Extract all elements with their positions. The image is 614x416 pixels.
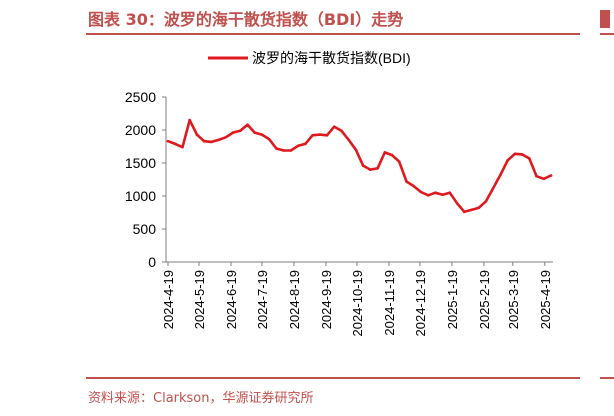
data-point: [397, 160, 401, 163]
x-tick-label: 2024-5-19: [192, 270, 207, 329]
data-point: [506, 159, 509, 162]
source-note: 资料来源：Clarkson，华源证券研究所: [88, 391, 314, 406]
x-tick-label: 2024-11-19: [382, 270, 397, 336]
y-tick-label: 2000: [125, 122, 156, 138]
data-point: [311, 133, 314, 137]
source-divider: [86, 377, 580, 379]
data-point: [513, 152, 517, 156]
x-axis: 2024-4-19 2024-5-19 2024-6-19 2024-7-19 2024…: [161, 261, 553, 337]
figure-title: 图表 30：波罗的海干散货指数（BDI）走势: [88, 10, 404, 29]
x-tick-label: 2024-6-19: [224, 270, 239, 329]
data-point: [441, 193, 444, 196]
adjacent-figure-divider: [600, 33, 614, 35]
data-point: [210, 140, 213, 144]
data-point: [347, 138, 350, 142]
y-tick-label: 2500: [125, 89, 156, 105]
data-point: [542, 177, 546, 181]
data-point: [412, 184, 415, 188]
data-point: [462, 210, 466, 214]
y-tick-label: 1500: [125, 155, 156, 171]
series-line-bdi: [166, 118, 553, 214]
data-point: [238, 129, 242, 132]
data-point: [231, 131, 235, 134]
data-point: [528, 157, 531, 160]
data-point: [304, 142, 307, 146]
data-point: [282, 149, 285, 152]
data-point: [434, 191, 437, 194]
bdi-line-chart: 波罗的海干散货指数(BDI) 0 500 1000 1500 2000 2500 2024…: [125, 50, 553, 337]
x-tick-label: 2024-4-19: [161, 270, 176, 329]
data-point: [289, 149, 293, 152]
data-point: [202, 139, 206, 143]
data-point: [332, 125, 336, 128]
data-point: [470, 208, 473, 212]
data-point: [419, 190, 423, 194]
data-point: [340, 129, 343, 132]
data-point: [477, 206, 481, 210]
data-point: [354, 148, 358, 152]
x-tick-label: 2025-1-19: [445, 270, 460, 329]
data-point: [499, 173, 502, 177]
y-tick-label: 500: [133, 221, 157, 237]
data-point: [405, 180, 408, 183]
data-point: [181, 145, 184, 149]
adjacent-source-divider: [600, 377, 614, 379]
data-point: [253, 131, 257, 134]
adjacent-figure-edge-mark: [600, 10, 610, 28]
x-tick-label: 2025-3-19: [506, 270, 521, 329]
data-point: [246, 123, 249, 127]
data-point: [549, 174, 553, 177]
data-point: [455, 201, 459, 205]
y-tick-label: 0: [148, 254, 156, 270]
data-point: [448, 191, 452, 194]
y-axis: 0 500 1000 1500 2000 2500: [125, 89, 167, 270]
data-point: [484, 199, 488, 203]
data-point: [390, 153, 394, 157]
data-point: [173, 142, 177, 146]
data-point: [195, 133, 199, 136]
data-point: [260, 133, 264, 136]
data-point: [224, 135, 228, 139]
x-tick-label: 2024-7-19: [255, 270, 270, 329]
data-point: [267, 137, 271, 141]
data-point: [426, 194, 430, 197]
data-point: [376, 166, 379, 170]
x-tick-label: 2025-4-19: [538, 270, 553, 329]
data-point: [188, 118, 191, 122]
data-point: [318, 133, 322, 136]
x-tick-label: 2024-10-19: [350, 270, 365, 337]
data-point: [491, 186, 495, 190]
plot-area: [166, 118, 553, 214]
data-point: [383, 151, 387, 154]
title-divider: [86, 33, 580, 35]
data-point: [535, 174, 538, 178]
data-point: [361, 164, 365, 167]
data-point: [325, 133, 329, 137]
chart-legend: 波罗的海干散货指数(BDI): [208, 50, 411, 66]
data-point: [369, 168, 372, 171]
data-point: [296, 144, 300, 148]
x-tick-label: 2024-8-19: [287, 270, 302, 329]
data-point: [520, 153, 524, 156]
x-tick-label: 2024-12-19: [413, 270, 428, 337]
x-tick-label: 2024-9-19: [319, 270, 334, 329]
data-point: [166, 139, 170, 143]
legend-label: 波罗的海干散货指数(BDI): [252, 50, 411, 66]
x-tick-label: 2025-2-19: [477, 270, 492, 329]
data-point: [217, 138, 220, 142]
y-tick-label: 1000: [125, 188, 156, 204]
data-point: [275, 147, 278, 150]
